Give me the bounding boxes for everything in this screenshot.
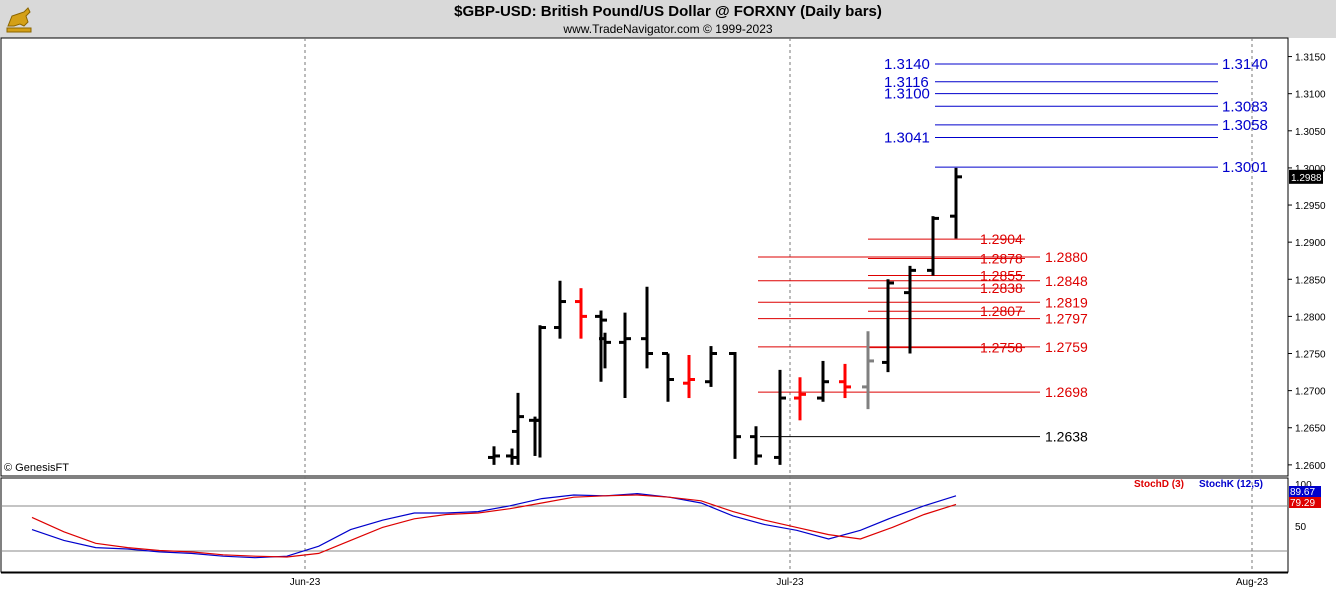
y-tick-label: 1.2650 <box>1295 424 1326 435</box>
last-price-label: 1.2988 <box>1291 173 1322 184</box>
stoch-k-value-box <box>1289 486 1321 497</box>
stoch-d-value-box <box>1289 497 1321 508</box>
y-tick-label: 1.2950 <box>1295 201 1326 212</box>
x-tick-label: Aug-23 <box>1236 577 1269 588</box>
level-label-left: 1.3041 <box>884 129 930 146</box>
level-label-right: 1.3001 <box>1222 159 1268 176</box>
level-label-right: 1.3140 <box>1222 56 1268 73</box>
level-label-right: 1.2848 <box>1045 273 1088 289</box>
stoch-y-tick-label: 100 <box>1295 480 1312 491</box>
last-price-box <box>1289 169 1323 184</box>
x-tick-label: Jun-23 <box>290 577 321 588</box>
level-label-left: 1.2878 <box>980 250 1023 266</box>
y-tick-label: 1.2900 <box>1295 238 1326 249</box>
level-label-left: 1.2807 <box>980 303 1023 319</box>
price-panel-border <box>0 37 1289 477</box>
stoch-y-tick-label: 50 <box>1295 522 1307 533</box>
level-label-right: 1.3058 <box>1222 117 1268 134</box>
y-tick-label: 1.2600 <box>1295 461 1326 472</box>
level-label-left: 1.2838 <box>980 280 1023 296</box>
y-tick-label: 1.2750 <box>1295 350 1326 361</box>
level-label-right: 1.2638 <box>1045 429 1088 445</box>
level-label-left: 1.2855 <box>980 268 1023 284</box>
stoch-legend-d: StochD (3) <box>1134 479 1184 490</box>
stoch-d-value: 79.29 <box>1290 498 1315 509</box>
y-tick-label: 1.2850 <box>1295 275 1326 286</box>
level-label-right: 1.2819 <box>1045 294 1088 310</box>
level-label-left: 1.2904 <box>980 231 1023 247</box>
y-tick-label: 1.3150 <box>1295 53 1326 64</box>
y-tick-label: 1.3100 <box>1295 90 1326 101</box>
stoch-panel-border <box>0 477 1289 573</box>
stoch-k-value: 89.67 <box>1290 487 1315 498</box>
level-label-right: 1.2880 <box>1045 249 1088 265</box>
watermark-label: © GenesisFT <box>4 462 69 474</box>
level-label-right: 1.2759 <box>1045 339 1088 355</box>
y-tick-label: 1.3050 <box>1295 127 1326 138</box>
y-tick-label: 1.3000 <box>1295 164 1326 175</box>
level-label-left: 1.3116 <box>884 74 929 91</box>
level-label-left: 1.3100 <box>884 86 930 103</box>
y-tick-label: 1.2800 <box>1295 312 1326 323</box>
chart-subtitle: www.TradeNavigator.com © 1999-2023 <box>563 22 773 36</box>
chart-header <box>0 0 1336 38</box>
y-tick-label: 1.2700 <box>1295 387 1326 398</box>
x-tick-label: Jul-23 <box>776 577 804 588</box>
stoch-legend-k: StochK (12,5) <box>1199 479 1263 490</box>
stoch-series-line <box>31 492 957 559</box>
level-label-left: 1.3140 <box>884 56 930 73</box>
gold-bull-logo-icon <box>6 7 32 33</box>
level-label-right: 1.2698 <box>1045 384 1088 400</box>
level-label-right: 1.2797 <box>1045 311 1088 327</box>
level-label-left: 1.2758 <box>980 340 1023 356</box>
level-label-right: 1.3083 <box>1222 98 1268 115</box>
stoch-series-line <box>31 494 957 558</box>
chart-title: $GBP-USD: British Pound/US Dollar @ FORX… <box>454 3 882 20</box>
